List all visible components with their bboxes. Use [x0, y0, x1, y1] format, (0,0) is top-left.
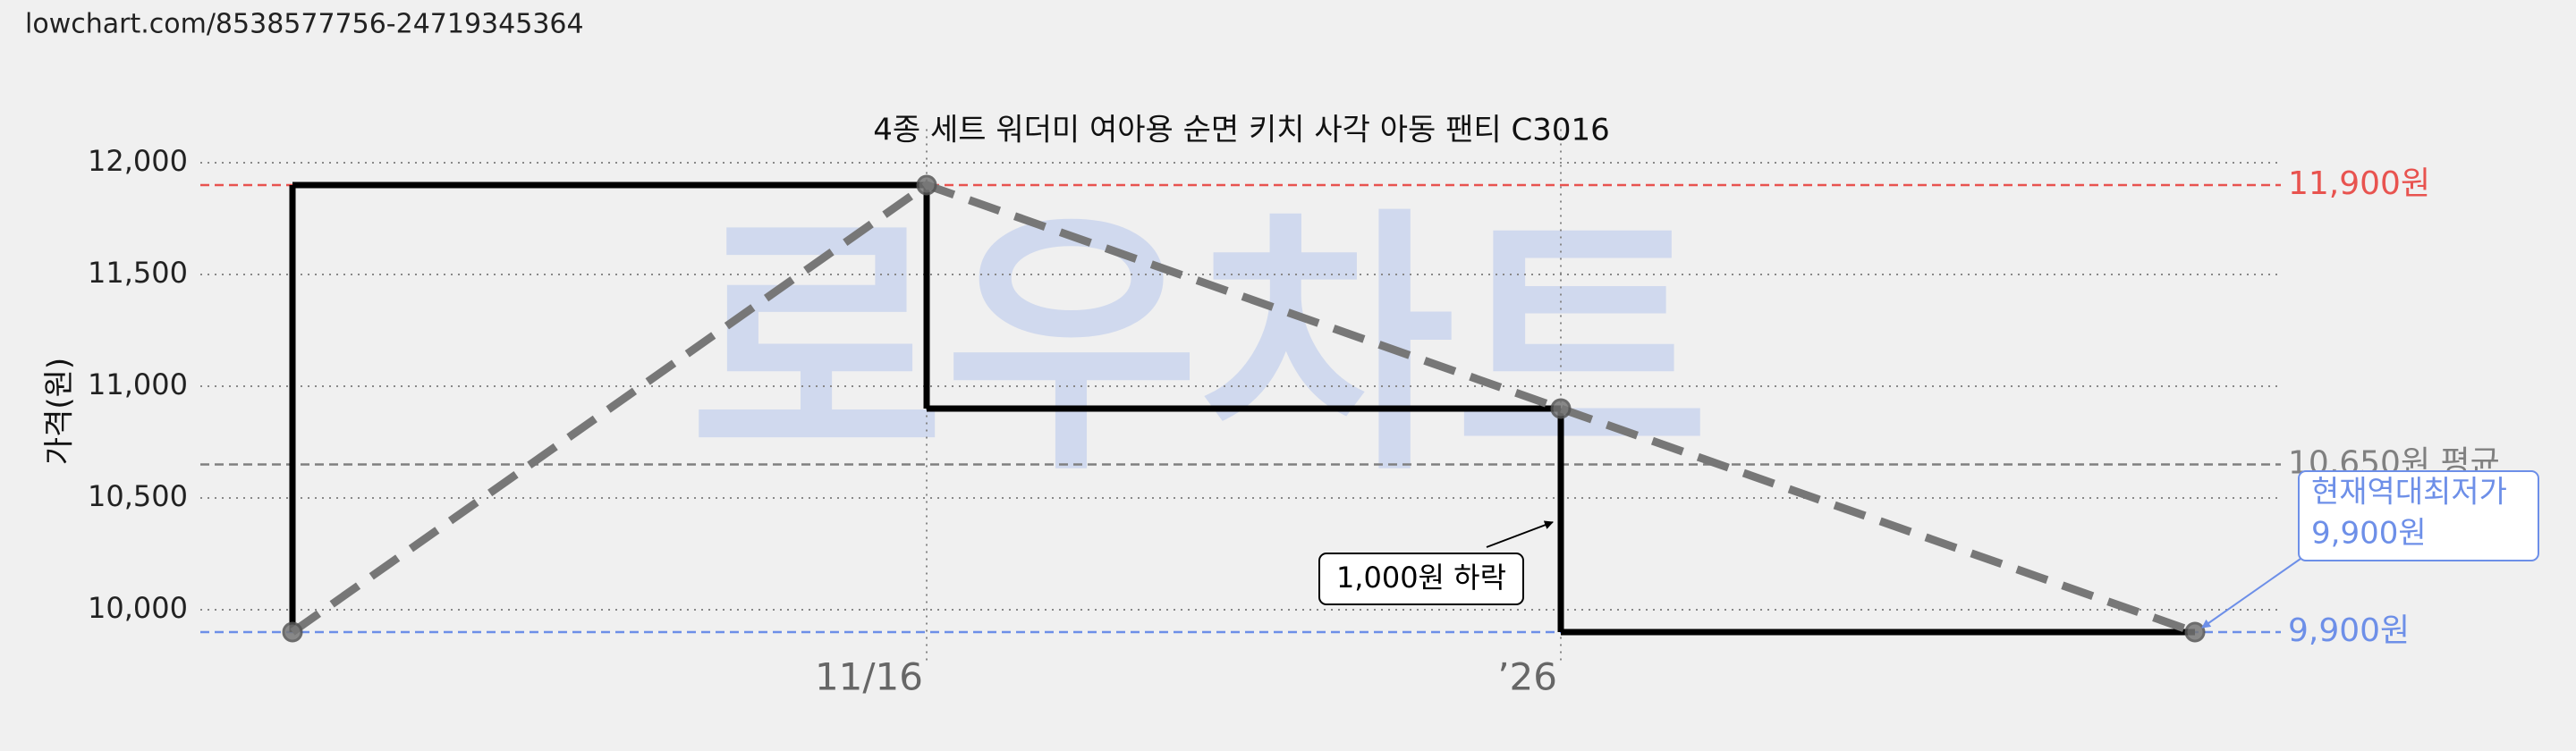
point	[282, 621, 303, 643]
annotation-text: 9,900원	[2311, 516, 2427, 552]
point	[1550, 398, 1572, 419]
point	[2184, 621, 2206, 643]
x-tick-label: 11/16	[815, 655, 923, 699]
y-tick-label: 10,000	[88, 591, 188, 625]
reference-label: 9,900원	[2288, 612, 2410, 649]
annotation-box	[2298, 470, 2539, 561]
point	[916, 174, 937, 196]
y-tick-label: 12,000	[88, 144, 188, 178]
y-tick-label: 11,000	[88, 367, 188, 401]
trend-line	[290, 180, 2197, 637]
annotation-text: 현재역대최저가	[2311, 475, 2507, 511]
reference-label: 11,900원	[2288, 165, 2430, 202]
y-axis-label: 가격(원)	[42, 358, 78, 465]
y-tick-label: 10,500	[88, 479, 188, 513]
chart-title: 4종 세트 워더미 여아용 순면 키치 사각 아동 팬티 C3016	[873, 113, 1610, 148]
annotation-text: 1,000원 하락	[1336, 561, 1506, 595]
url: lowchart.com/8538577756-24719345364	[25, 9, 584, 40]
y-tick-label: 11,500	[88, 256, 188, 290]
annotation-box	[1318, 553, 1524, 605]
annotation-arrow	[1486, 520, 1554, 548]
watermark: 로우차트	[690, 186, 1710, 509]
x-tick-label: ’26	[1497, 655, 1557, 699]
annotation-arrow	[2201, 558, 2301, 629]
